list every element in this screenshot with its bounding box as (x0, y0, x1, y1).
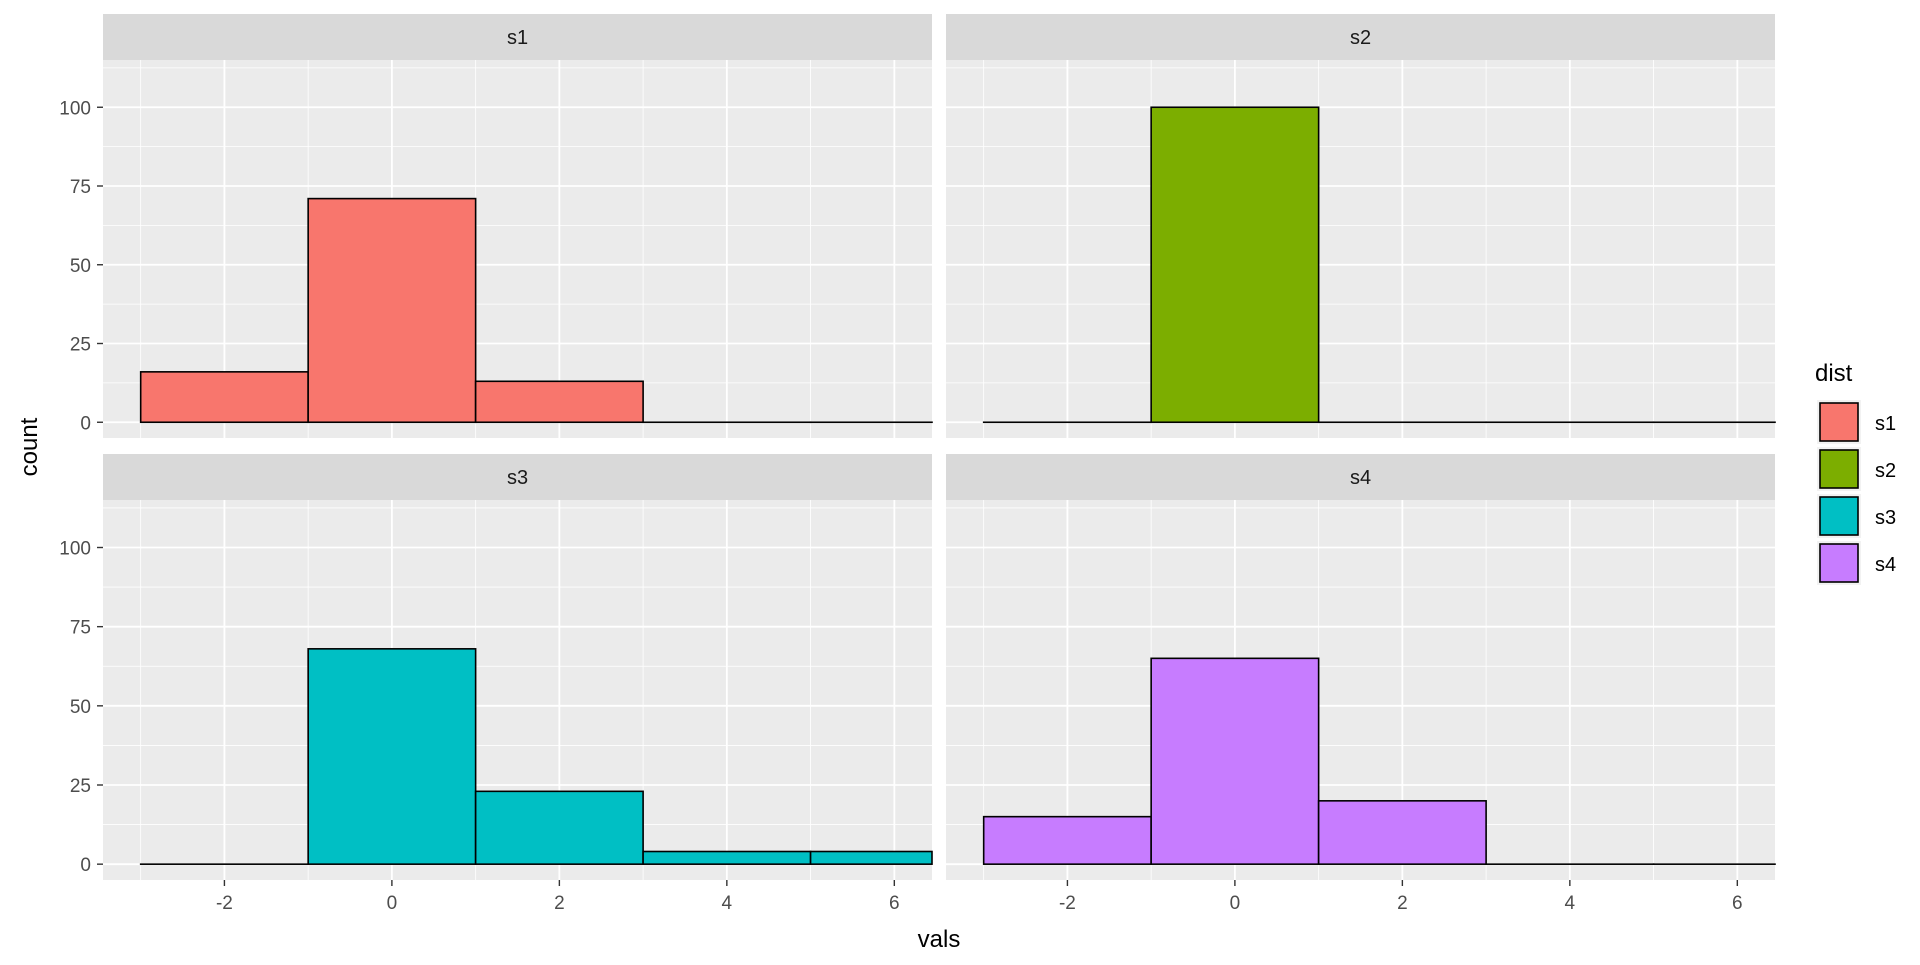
x-tick-label: 6 (889, 893, 900, 914)
x-tick-label: 0 (1230, 893, 1241, 914)
bar-s4-bin-1 (984, 817, 1151, 865)
legend-label-s1: s1 (1875, 413, 1896, 435)
bar-s3-bin-3 (476, 791, 643, 864)
x-axis-title: vals (918, 926, 961, 953)
x-tick-label: -2 (1059, 893, 1076, 914)
bar-s4-bin-3 (1319, 801, 1486, 864)
facet-strip-label-s4: s4 (1350, 467, 1371, 489)
bar-s1-bin-3 (476, 381, 643, 422)
legend-swatch-s3 (1820, 497, 1858, 535)
legend-label-s3: s3 (1875, 507, 1896, 529)
x-tick-label: 4 (1565, 893, 1576, 914)
x-tick-label: 2 (554, 893, 565, 914)
bar-s3-bin-2 (308, 649, 475, 864)
y-tick-label: 75 (70, 618, 91, 639)
legend-swatch-s1 (1820, 403, 1858, 441)
y-tick-label: 50 (70, 256, 91, 277)
y-tick-label: 75 (70, 177, 91, 198)
bar-s3-bin-5 (811, 852, 932, 865)
y-tick-label: 0 (80, 855, 91, 876)
bar-s1-bin-2 (308, 199, 475, 423)
y-tick-label: 100 (59, 539, 91, 560)
y-axis-title: count (16, 417, 43, 476)
y-tick-label: 25 (70, 335, 91, 356)
panel-background-s2 (946, 60, 1775, 438)
y-tick-label: 100 (59, 98, 91, 119)
y-tick-label: 0 (80, 413, 91, 434)
legend-title: dist (1815, 360, 1853, 387)
bar-s2-bin-2 (1151, 107, 1318, 422)
y-tick-label: 50 (70, 697, 91, 718)
bar-s4-bin-2 (1151, 658, 1318, 864)
bar-s1-bin-1 (141, 372, 308, 422)
x-tick-label: 6 (1732, 893, 1743, 914)
facet-strip-label-s1: s1 (507, 27, 528, 49)
bar-s3-bin-4 (643, 852, 810, 865)
x-tick-label: -2 (216, 893, 233, 914)
y-tick-label: 25 (70, 776, 91, 797)
legend-label-s4: s4 (1875, 554, 1896, 576)
facet-strip-label-s3: s3 (507, 467, 528, 489)
x-tick-label: 4 (722, 893, 733, 914)
legend-swatch-s2 (1820, 450, 1858, 488)
legend-swatch-s4 (1820, 544, 1858, 582)
facet-strip-label-s2: s2 (1350, 27, 1371, 49)
x-tick-label: 2 (1397, 893, 1408, 914)
legend-label-s2: s2 (1875, 460, 1896, 482)
x-tick-label: 0 (387, 893, 398, 914)
